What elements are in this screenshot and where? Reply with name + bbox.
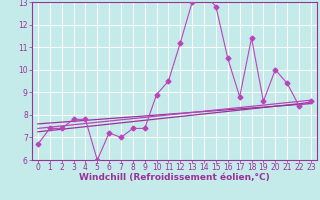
X-axis label: Windchill (Refroidissement éolien,°C): Windchill (Refroidissement éolien,°C) [79, 173, 270, 182]
